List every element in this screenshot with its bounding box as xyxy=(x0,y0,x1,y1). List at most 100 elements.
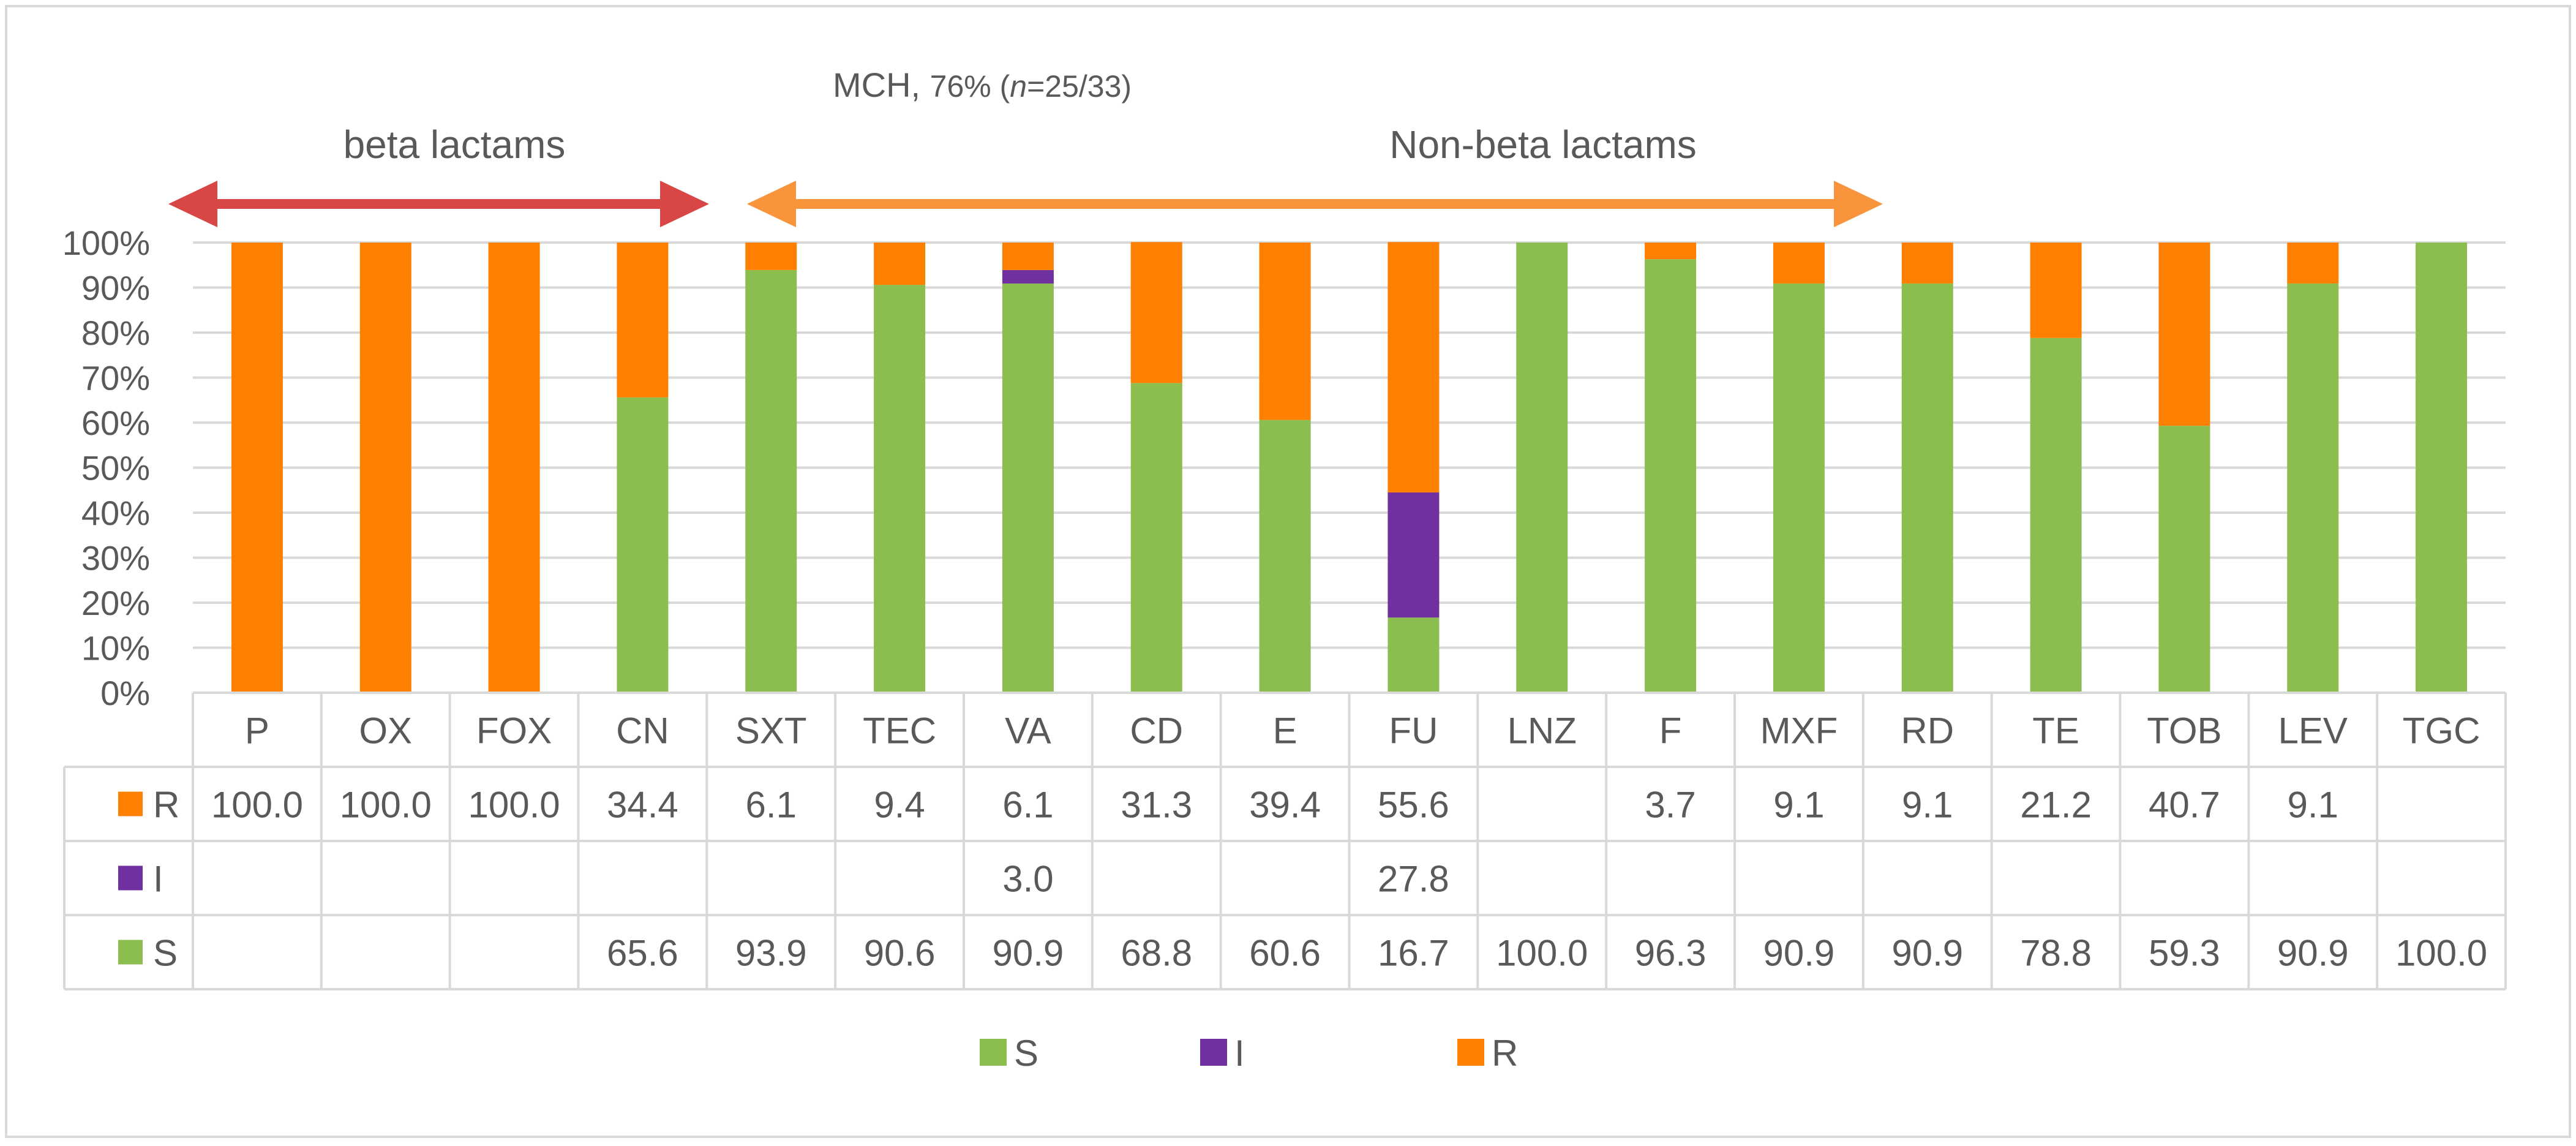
bar-segment-R-P xyxy=(231,243,283,693)
bar-segment-R-SXT xyxy=(745,243,797,270)
y-tick-label: 90% xyxy=(81,269,150,307)
table-cell-value: 78.8 xyxy=(2020,933,2092,974)
bar-segment-S-LEV xyxy=(2287,283,2339,693)
table-row-key-I xyxy=(118,865,143,891)
x-category-label: LNZ xyxy=(1508,711,1577,752)
table-cell-value: 96.3 xyxy=(1635,933,1707,974)
x-category-label: E xyxy=(1273,711,1297,752)
x-category-label: SXT xyxy=(735,711,807,752)
bar-segment-R-TOB xyxy=(2158,243,2210,426)
bar-segment-R-LEV xyxy=(2287,243,2339,284)
table-cell-value: 65.6 xyxy=(607,933,678,974)
non-beta-lactams-label: Non-beta lactams xyxy=(1389,123,1697,167)
bar-segment-I-VA xyxy=(1002,270,1054,284)
table-cell-value: 6.1 xyxy=(746,785,797,826)
bar-segment-S-TOB xyxy=(2158,426,2210,693)
table-cell-value: 90.9 xyxy=(993,933,1064,974)
table-row-key-S xyxy=(118,940,143,965)
bar-segment-S-SXT xyxy=(745,270,797,693)
y-tick-label: 10% xyxy=(81,629,150,668)
nonbeta-arrow-head-left xyxy=(747,181,796,227)
x-category-label: FOX xyxy=(476,711,552,752)
x-category-label: VA xyxy=(1005,711,1051,752)
table-cell-value: 31.3 xyxy=(1121,785,1192,826)
table-cell-value: 40.7 xyxy=(2149,785,2220,826)
table-cell-value: 100.0 xyxy=(340,785,432,826)
table-cell-value: 9.1 xyxy=(1902,785,1953,826)
table-cell-value: 90.9 xyxy=(1763,933,1835,974)
bar-segment-R-E xyxy=(1259,243,1311,420)
beta-arrow-head-left xyxy=(168,181,217,227)
table-cell-value: 3.7 xyxy=(1645,785,1695,826)
table-row-label: I xyxy=(153,859,163,900)
beta-lactams-label: beta lactams xyxy=(344,123,566,167)
table-cell-value: 6.1 xyxy=(1002,785,1053,826)
table-cell-value: 93.9 xyxy=(735,933,807,974)
bar-segment-S-FU xyxy=(1388,617,1440,693)
bar-segment-I-FU xyxy=(1388,492,1440,618)
legend-label-S: S xyxy=(1014,1033,1038,1074)
table-cell-value: 100.0 xyxy=(2395,933,2487,974)
table-cell-value: 100.0 xyxy=(211,785,303,826)
y-tick-label: 100% xyxy=(62,224,150,262)
x-category-label: TOB xyxy=(2147,711,2221,752)
legend-swatch-I xyxy=(1200,1039,1227,1066)
x-category-label: TGC xyxy=(2403,711,2480,752)
table-cell-value: 27.8 xyxy=(1378,859,1449,900)
y-tick-label: 40% xyxy=(81,494,150,532)
y-tick-label: 50% xyxy=(81,449,150,488)
table-cell-value: 100.0 xyxy=(468,785,560,826)
table-cell-value: 59.3 xyxy=(2149,933,2220,974)
bar-segment-S-TEC xyxy=(874,285,926,693)
bar-segment-R-VA xyxy=(1002,243,1054,270)
bar-segment-R-FOX xyxy=(488,243,540,693)
y-tick-label: 80% xyxy=(81,314,150,352)
nonbeta-arrow-head-right xyxy=(1834,181,1883,227)
beta-lactams-arrow xyxy=(168,181,709,227)
x-category-label: MXF xyxy=(1760,711,1838,752)
x-category-label: P xyxy=(245,711,269,752)
chart-title-n: n xyxy=(1010,69,1027,104)
table-cell-value: 9.1 xyxy=(1773,785,1824,826)
legend-label-I: I xyxy=(1234,1033,1245,1074)
table-cell-value: 3.0 xyxy=(1002,859,1053,900)
bar-segment-S-RD xyxy=(1901,283,1953,693)
x-category-label: CD xyxy=(1130,711,1183,752)
x-category-label: RD xyxy=(1901,711,1954,752)
x-category-label: LEV xyxy=(2278,711,2348,752)
bar-segment-R-RD xyxy=(1901,243,1953,284)
stacked-bars xyxy=(231,242,2468,693)
bar-segment-S-CN xyxy=(617,397,669,693)
chart-title: MCH, 76% (n=25/33) xyxy=(833,66,1132,104)
table-cell-value: 90.9 xyxy=(1891,933,1963,974)
y-tick-label: 20% xyxy=(81,584,150,622)
x-category-label: CN xyxy=(616,711,669,752)
x-category-label: OX xyxy=(359,711,412,752)
x-category-label: FU xyxy=(1389,711,1438,752)
non-beta-lactams-arrow xyxy=(747,181,1883,227)
bar-segment-R-F xyxy=(1645,243,1697,260)
data-table: P OX FOX CN SXT TEC VA CD E FU LNZ F MXF RD TE TOB LEV TG… xyxy=(63,692,2507,990)
bar-segment-R-OX xyxy=(359,243,411,693)
table-row-key-R xyxy=(118,791,143,816)
bar-segment-R-TE xyxy=(2030,243,2082,338)
bar-segment-S-F xyxy=(1645,259,1697,693)
table-cell-value: 9.4 xyxy=(874,785,925,826)
bar-segment-S-E xyxy=(1259,420,1311,693)
table-cell-value: 16.7 xyxy=(1378,933,1449,974)
bar-segment-R-CD xyxy=(1130,242,1182,383)
y-tick-label: 70% xyxy=(81,359,150,398)
legend-label-R: R xyxy=(1492,1033,1518,1074)
bar-segment-S-CD xyxy=(1130,383,1182,693)
table-cell-value: 34.4 xyxy=(607,785,678,826)
table-row-label: S xyxy=(153,933,178,974)
table-cell-value: 60.6 xyxy=(1249,933,1321,974)
bar-segment-R-CN xyxy=(617,243,669,398)
legend-swatch-S xyxy=(980,1039,1007,1066)
bar-segment-S-MXF xyxy=(1773,283,1825,693)
chart-title-pct: 76% ( xyxy=(930,69,1010,104)
bar-segment-R-MXF xyxy=(1773,243,1825,284)
table-cell-value: 21.2 xyxy=(2020,785,2092,826)
